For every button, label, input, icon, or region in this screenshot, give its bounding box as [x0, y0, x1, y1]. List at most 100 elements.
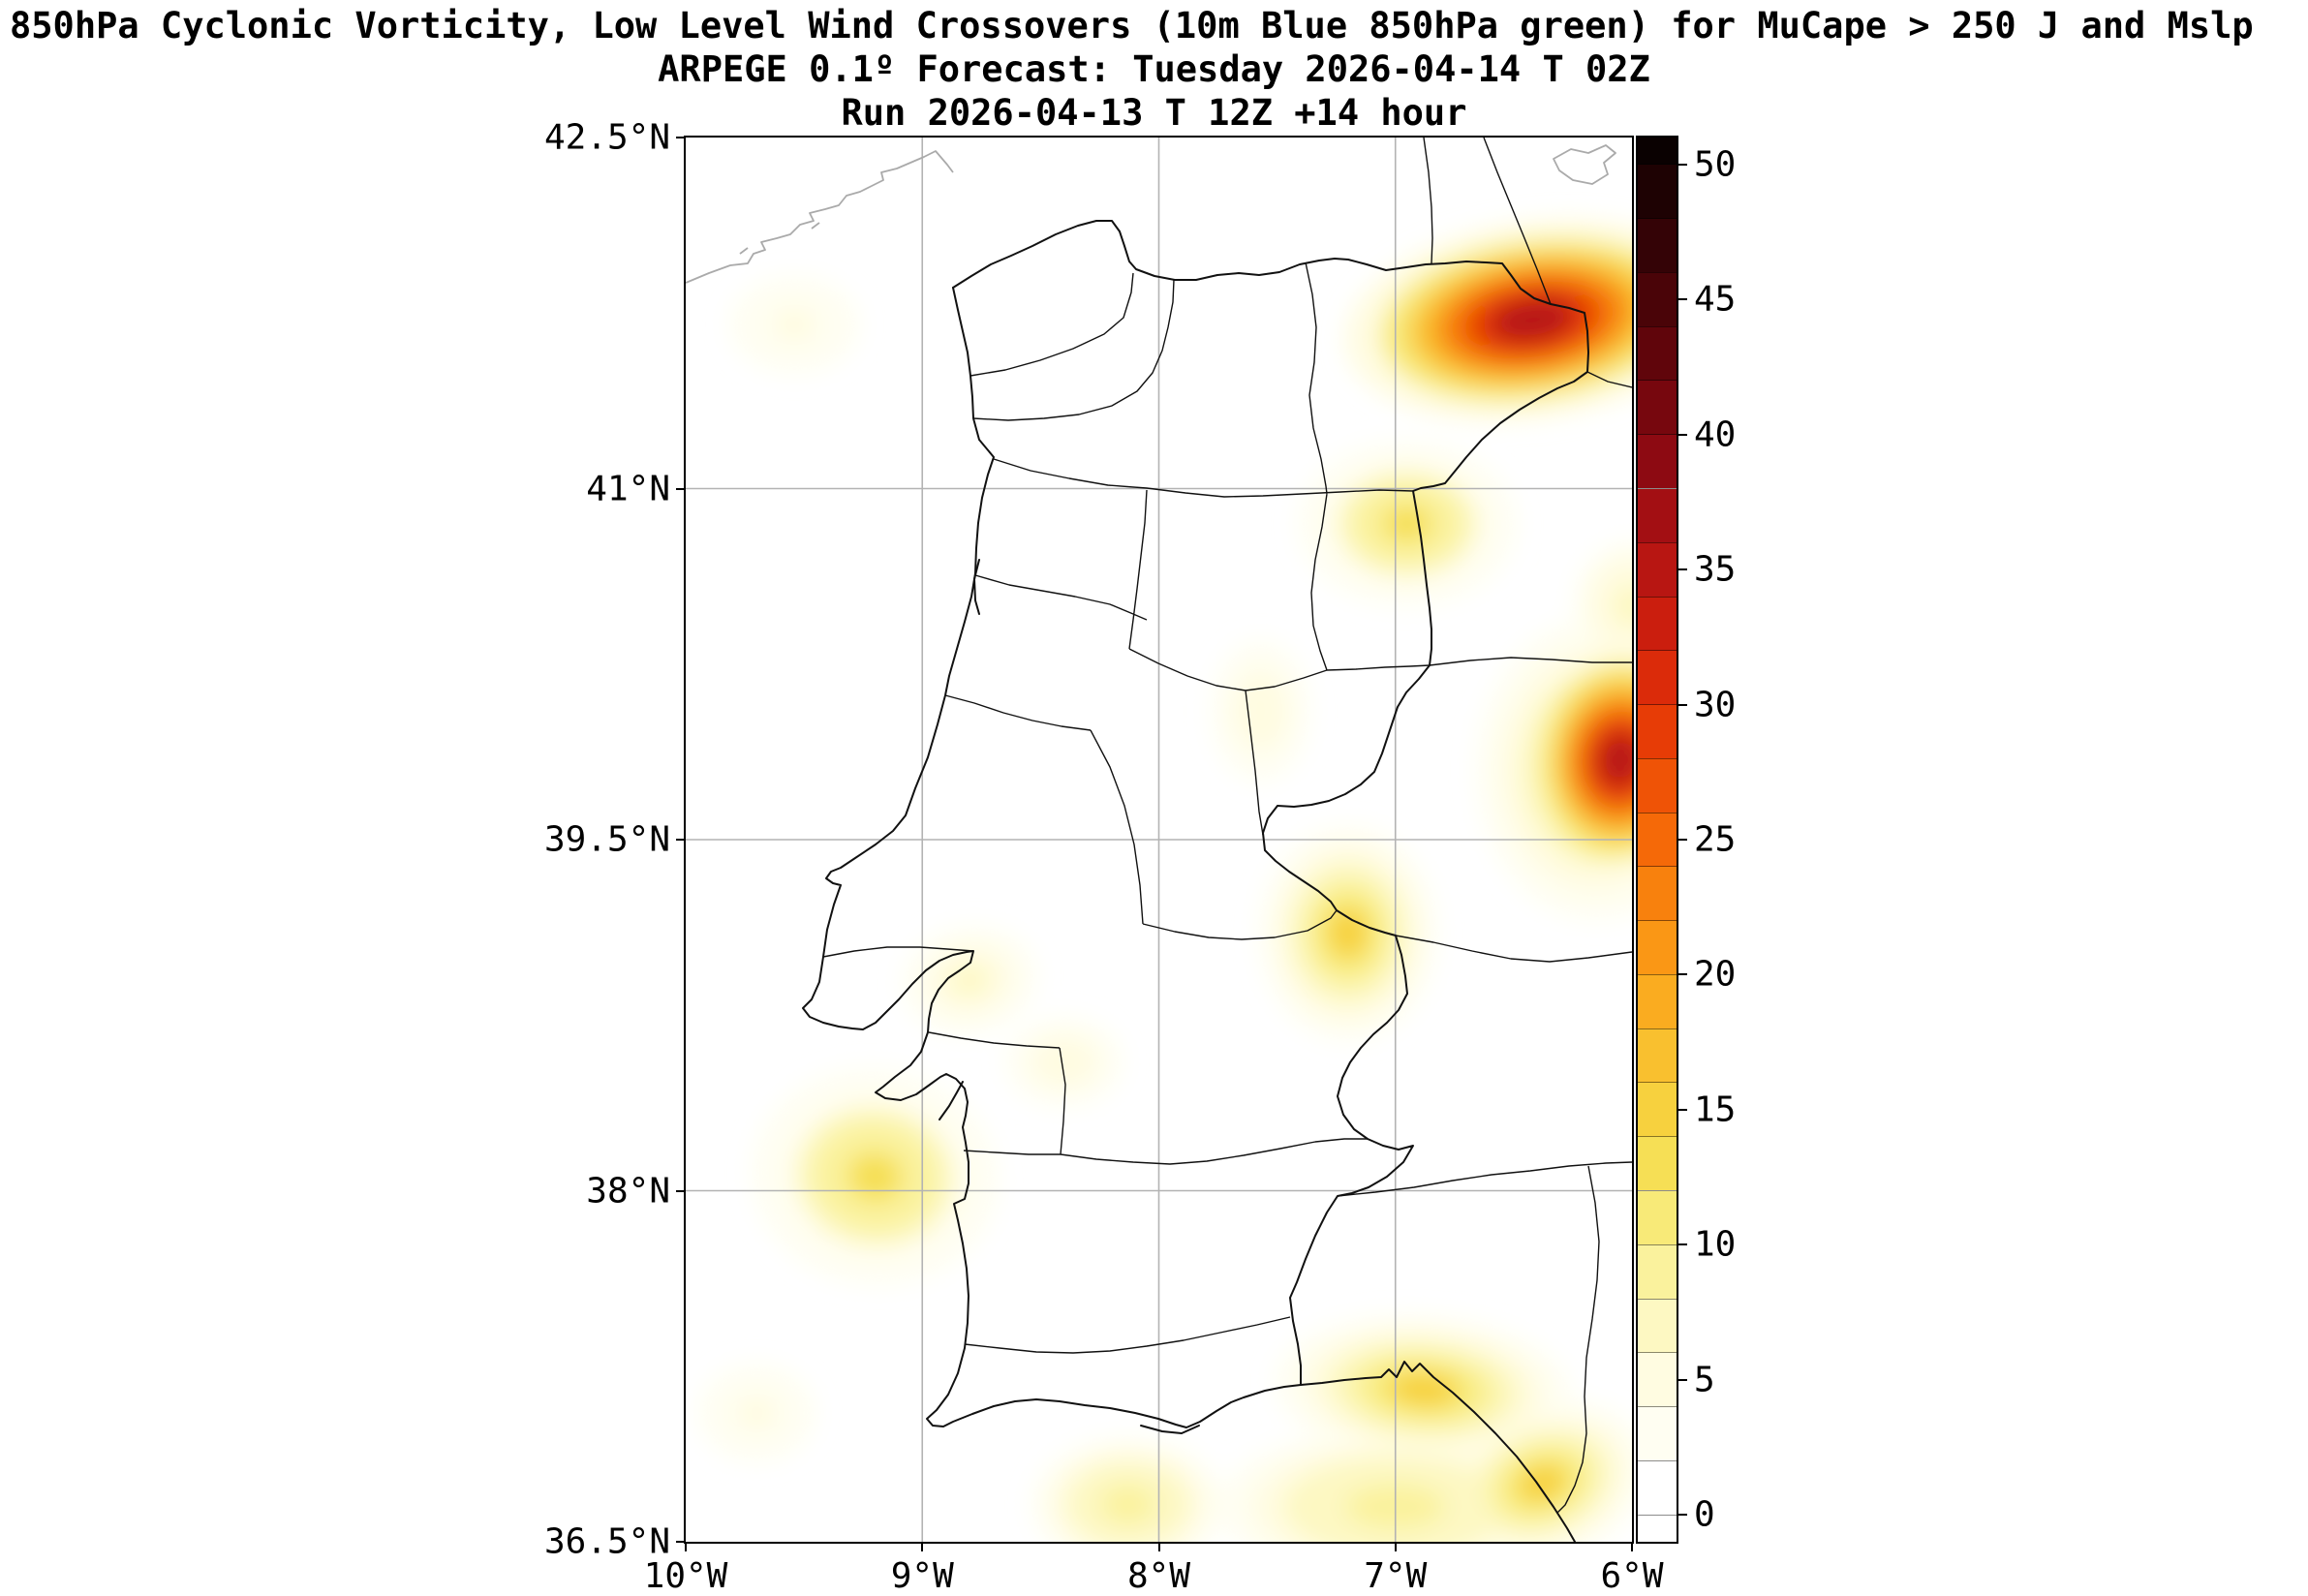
- vorticity-blob-layer: [736, 1396, 778, 1430]
- colorbar-segment: [1638, 380, 1677, 435]
- x-tick-mark: [1631, 1544, 1633, 1551]
- colorbar-tick-label: 15: [1694, 1090, 1737, 1130]
- colorbar-tick-mark: [1678, 163, 1687, 166]
- colorbar-tick-mark: [1678, 973, 1687, 976]
- x-tick-mark: [1394, 1544, 1397, 1551]
- colorbar-level-divider: [1638, 1243, 1677, 1245]
- x-tick-label: 9°W: [890, 1556, 954, 1596]
- colorbar-segment: [1638, 542, 1677, 598]
- y-tick-mark: [676, 1189, 684, 1192]
- colorbar-segment: [1638, 272, 1677, 327]
- page-title-line2: ARPEGE 0.1º Forecast: Tuesday 2026-04-14…: [658, 48, 1650, 90]
- vorticity-blob-layer: [772, 307, 817, 342]
- colorbar-level-divider: [1638, 1190, 1677, 1191]
- colorbar-segment: [1638, 704, 1677, 759]
- country-border-portugal-spain: [952, 220, 1589, 1386]
- water-body-outline: [1553, 144, 1616, 185]
- x-tick-mark: [1157, 1544, 1160, 1551]
- colorbar-level-divider: [1638, 434, 1677, 436]
- colorbar-level-divider: [1638, 757, 1677, 759]
- vorticity-blob-layer: [1597, 732, 1632, 788]
- vorticity-blob-layer: [1390, 1372, 1458, 1407]
- page-title-line3: Run 2026-04-13 T 12Z +14 hour: [841, 92, 1467, 134]
- colorbar-tick-mark: [1678, 1514, 1687, 1517]
- colorbar-tick-label: 45: [1694, 279, 1737, 320]
- colorbar-segment: [1638, 1244, 1677, 1300]
- colorbar-tick-mark: [1678, 1243, 1687, 1246]
- colorbar-tick-mark: [1678, 1378, 1687, 1381]
- colorbar-segment: [1638, 164, 1677, 219]
- colorbar-tick-mark: [1678, 298, 1687, 301]
- colorbar-segment: [1638, 138, 1677, 165]
- colorbar-segment: [1638, 218, 1677, 273]
- colorbar-segment: [1638, 488, 1677, 543]
- colorbar-segment: [1638, 974, 1677, 1029]
- colorbar-tick-label: 5: [1694, 1360, 1715, 1400]
- colorbar-level-divider: [1638, 1459, 1677, 1461]
- colorbar-level-divider: [1638, 164, 1677, 166]
- colorbar-level-divider: [1638, 325, 1677, 327]
- colorbar-tick-mark: [1678, 839, 1687, 841]
- district-boundaries: [822, 261, 1431, 1354]
- x-tick-label: 7°W: [1364, 1556, 1428, 1596]
- province-boundaries-spain: [1337, 138, 1632, 1514]
- colorbar-segment: [1638, 326, 1677, 381]
- x-axis: 10°W 9°W 8°W 7°W 6°W: [644, 1544, 1664, 1596]
- colorbar-level-divider: [1638, 541, 1677, 543]
- vorticity-blob-layer: [1612, 583, 1632, 629]
- colorbar-segment: [1638, 650, 1677, 705]
- colorbar-level-divider: [1638, 1298, 1677, 1300]
- colorbar-segment: [1638, 1515, 1677, 1542]
- colorbar-tick-label: 35: [1694, 549, 1737, 590]
- colorbar-level-divider: [1638, 650, 1677, 652]
- colorbar-segment: [1638, 866, 1677, 921]
- colorbar-tick-mark: [1678, 703, 1687, 706]
- colorbar: [1636, 136, 1678, 1544]
- colorbar-level-divider: [1638, 1406, 1677, 1408]
- colorbar-segment: [1638, 434, 1677, 489]
- colorbar-level-divider: [1638, 1136, 1677, 1138]
- vorticity-blob-layer: [1100, 1486, 1155, 1523]
- colorbar-segment: [1638, 1460, 1677, 1516]
- y-tick-mark: [676, 487, 684, 490]
- colorbar-level-divider: [1638, 596, 1677, 598]
- colorbar-tick-label: 25: [1694, 819, 1737, 860]
- colorbar-tick-label: 40: [1694, 414, 1737, 455]
- colorbar-segment: [1638, 597, 1677, 651]
- colorbar-level-divider: [1638, 973, 1677, 975]
- colorbar-tick-mark: [1678, 433, 1687, 436]
- colorbar-segment: [1638, 1352, 1677, 1407]
- colorbar-level-divider: [1638, 1082, 1677, 1084]
- x-tick-label: 6°W: [1600, 1556, 1664, 1596]
- colorbar-segment: [1638, 1406, 1677, 1461]
- colorbar-tick-label: 30: [1694, 685, 1737, 725]
- y-tick-label: 42.5°N: [543, 117, 670, 158]
- colorbar-level-divider: [1638, 704, 1677, 706]
- x-tick-mark: [921, 1544, 924, 1551]
- colorbar-level-divider: [1638, 920, 1677, 922]
- vorticity-blob-layer: [1382, 505, 1432, 543]
- colorbar-level-divider: [1638, 271, 1677, 273]
- colorbar-level-divider: [1638, 866, 1677, 868]
- y-tick-mark: [676, 839, 684, 841]
- colorbar-tick-label: 0: [1694, 1494, 1715, 1535]
- x-tick-mark: [685, 1544, 687, 1551]
- colorbar-tick-label: 50: [1694, 144, 1737, 185]
- y-axis: 42.5°N 41°N 39.5°N 38°N 36.5°N: [0, 118, 684, 1562]
- vorticity-blob-layer: [1043, 1046, 1085, 1078]
- colorbar-segment: [1638, 1299, 1677, 1353]
- colorbar-segment: [1638, 1190, 1677, 1245]
- vorticity-blob-layer: [950, 965, 989, 996]
- y-tick-label: 36.5°N: [543, 1521, 670, 1562]
- colorbar-tick-area: 0 5 10 15 20 25 30 35 40 45 50: [1678, 138, 1785, 1542]
- colorbar-level-divider: [1638, 1514, 1677, 1516]
- colorbar-segment: [1638, 813, 1677, 867]
- colorbar-tick-mark: [1678, 1108, 1687, 1111]
- map-plot-area: [684, 136, 1634, 1544]
- x-tick-label: 8°W: [1126, 1556, 1191, 1596]
- page-title-line1: 850hPa Cyclonic Vorticity, Low Level Win…: [10, 5, 2254, 46]
- colorbar-tick-label: 10: [1694, 1224, 1737, 1265]
- y-tick-mark: [676, 137, 684, 138]
- map-svg: [686, 138, 1632, 1542]
